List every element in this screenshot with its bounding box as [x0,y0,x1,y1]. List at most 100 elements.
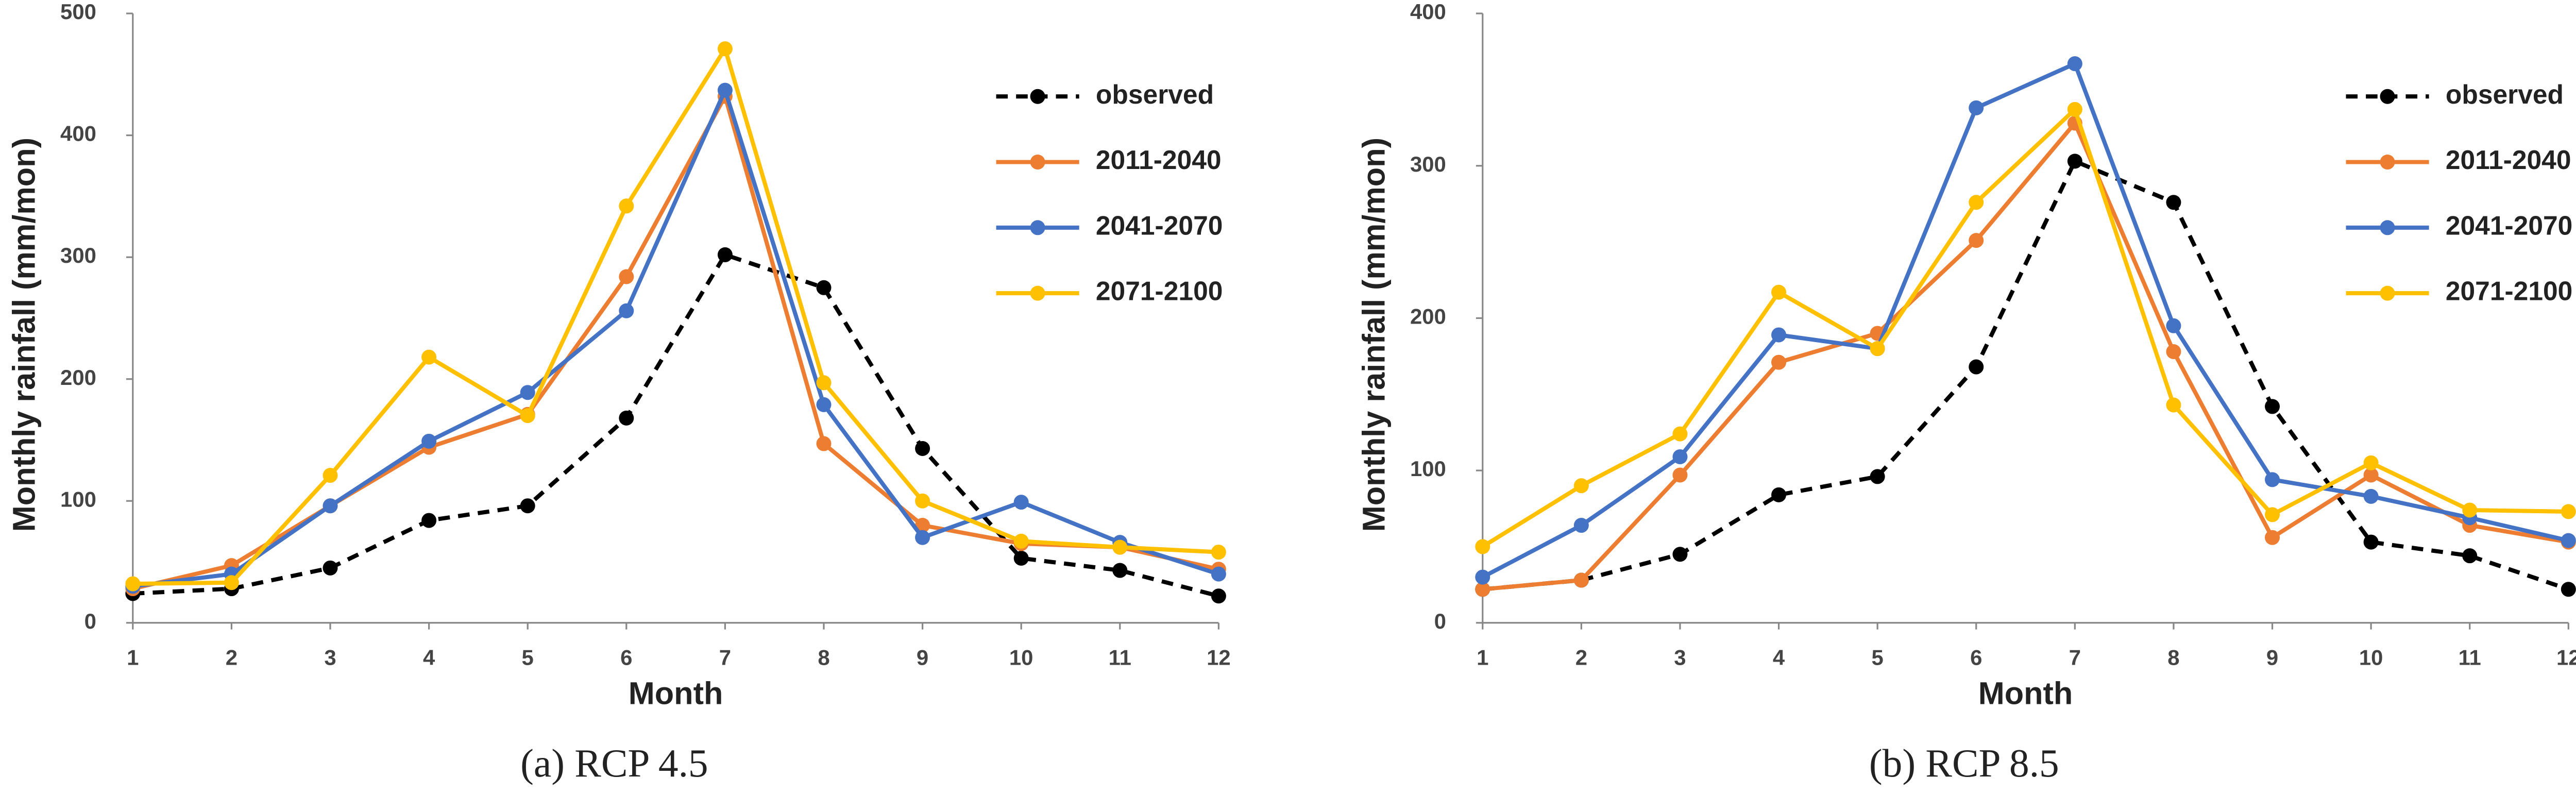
legend-marker [2380,155,2395,170]
data-point [421,349,437,365]
data-point [1573,572,1589,588]
data-point [1969,195,1984,210]
y-tick-label: 500 [60,0,96,24]
caption: (b) RCP 8.5 [1869,741,2059,785]
data-point [421,513,437,528]
x-tick-label: 12 [1207,646,1231,670]
x-tick-label: 5 [1872,646,1884,670]
data-point [1969,233,1984,248]
data-point [2363,488,2379,504]
data-point [2166,344,2181,359]
x-tick-label: 8 [818,646,829,670]
data-point [2363,534,2379,550]
data-point [2363,455,2379,470]
data-point [1013,550,1029,566]
data-point [1771,327,1787,343]
legend-label: observed [2446,79,2564,109]
data-point [717,41,733,57]
data-point [125,576,141,592]
y-tick-label: 100 [1410,457,1446,481]
data-point [1771,487,1787,502]
data-point [2166,318,2181,333]
y-tick-label: 0 [84,609,96,633]
data-point [1112,563,1128,578]
y-tick-label: 200 [60,365,96,390]
data-point [520,498,535,514]
y-tick-label: 200 [1410,304,1446,328]
x-tick-label: 11 [1109,646,1131,670]
y-tick-label: 100 [60,487,96,511]
data-point [1672,426,1688,442]
series-line [132,43,1219,586]
data-point [1211,566,1226,582]
data-point [1672,467,1688,483]
data-point [2561,582,2576,597]
data-point [619,303,634,318]
data-point [2265,472,2280,487]
data-point [816,375,832,391]
x-tick-label: 7 [719,646,731,670]
data-point [2265,530,2280,545]
caption: (a) RCP 4.5 [520,741,708,785]
y-axis-title: Monthly rainfall (mm/mon) [1357,138,1392,532]
legend-marker [1030,89,1045,104]
data-point [1573,518,1589,533]
data-point [1870,341,1885,357]
legend-label: 2071-2100 [1096,276,1223,306]
x-tick-label: 1 [1477,646,1488,670]
chart: 0100200300400123456789101112MonthMonthly… [1357,0,2576,785]
legend-marker [2380,285,2395,301]
data-point [717,82,733,98]
data-point [2462,502,2478,518]
data-point [2363,467,2379,483]
x-tick-label: 7 [2069,646,2081,670]
data-point [1475,582,1490,597]
data-point [1870,469,1885,484]
data-point [224,575,239,590]
x-tick-label: 9 [917,646,928,670]
x-tick-label: 2 [1575,646,1587,670]
legend-label: 2041-2070 [2446,210,2573,240]
data-point [816,436,832,451]
data-point [1969,359,1984,375]
x-tick-label: 9 [2266,646,2278,670]
data-point [1672,547,1688,562]
data-point [619,410,634,426]
data-point [323,560,338,576]
data-point [619,198,634,214]
legend-marker [2380,89,2395,104]
data-point [1475,569,1490,585]
data-point [2067,154,2082,169]
x-tick-label: 11 [2459,646,2481,670]
data-point [1013,533,1029,549]
x-tick-label: 12 [2556,646,2576,670]
data-point [915,530,930,545]
y-tick-label: 400 [60,122,96,146]
x-tick-label: 4 [423,646,435,670]
data-point [1771,284,1787,300]
data-point [1672,449,1688,464]
x-tick-label: 6 [1970,646,1982,670]
data-point [1211,545,1226,560]
data-point [520,385,535,400]
series-line [132,84,1219,588]
data-point [1112,539,1128,555]
x-axis-title: Month [629,676,723,711]
data-point [619,269,634,284]
legend-label: 2071-2100 [2446,276,2573,306]
data-point [2561,533,2576,548]
y-tick-label: 0 [1434,609,1446,633]
legend-marker [1030,285,1045,301]
data-point [915,493,930,509]
x-tick-label: 2 [226,646,238,670]
data-point [520,408,535,424]
data-point [2067,102,2082,117]
data-point [323,498,338,514]
y-axis-title: Monthly rainfall (mm/mon) [7,138,42,532]
x-tick-label: 4 [1773,646,1785,670]
x-tick-label: 6 [620,646,632,670]
series-line [1482,158,2569,592]
data-point [1013,495,1029,510]
